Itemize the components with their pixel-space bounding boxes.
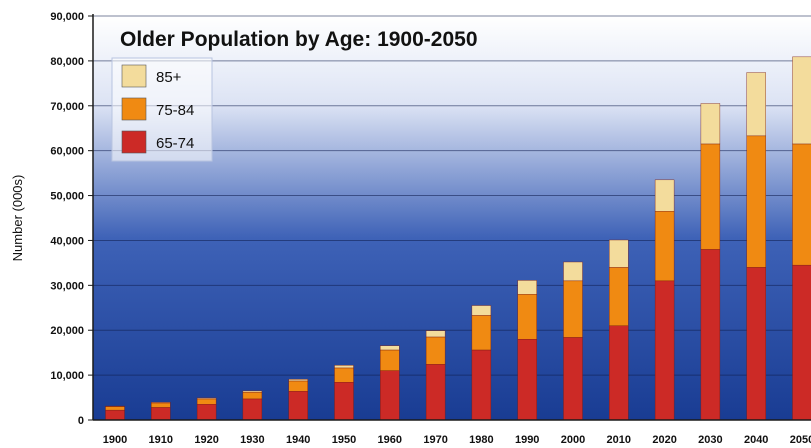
bar-65-74-2030 [700,249,721,421]
bar-85+-2040 [746,72,766,137]
legend-swatch-75-84 [121,97,147,121]
y-tick-labels: 0 10,000 20,000 30,000 40,000 50,000 60,000 70,… [50,11,93,427]
legend-label-85+: 85+ [156,69,182,86]
bar-85+-1990 [517,280,537,295]
y-tick-label: 40,000 [50,235,84,247]
bar-65-74-1970 [425,364,446,421]
bar-65-74-1930 [242,398,263,421]
legend-label-65-74: 65-74 [156,135,194,152]
legend-label-75-84: 75-84 [156,102,194,119]
bar-65-74-2010 [609,325,629,421]
bar-65-74-2050 [792,264,811,421]
bar-85+-1980 [471,305,492,316]
bar-75-84-1960 [380,349,400,371]
y-tick-label: 0 [78,415,84,427]
bar-65-74-1900 [105,409,125,421]
bar-75-84-1970 [425,336,446,365]
y-tick-label: 90,000 [50,11,84,23]
y-tick-label: 50,000 [50,191,84,203]
bar-75-84-2040 [746,135,766,268]
y-tick-label: 10,000 [50,370,84,382]
y-axis-label: Number (000s) [10,175,25,262]
legend: 85+ 75-84 65-74 [111,57,213,162]
x-tick-labels: 1900 1910 1920 1930 1940 1950 1960 1970 1980 1990… [103,434,811,446]
bar-85+-1910 [151,401,171,404]
bar-75-84-1910 [151,402,171,408]
bar-85+-1940 [288,379,308,382]
x-tick-label: 2020 [652,434,676,446]
bar-65-74-2000 [563,337,583,421]
bar-75-84-1990 [517,294,537,340]
x-tick-label: 2040 [744,434,768,446]
x-tick-label: 1970 [423,434,447,446]
bar-75-84-2010 [609,267,629,326]
x-tick-label: 1990 [515,434,539,446]
bar-85+-2010 [609,239,629,268]
bar-65-74-1910 [151,407,171,421]
y-tick-label: 30,000 [50,280,84,292]
y-tick-label: 60,000 [50,146,84,158]
legend-swatch-85+ [121,64,147,88]
bar-85+-2020 [654,179,675,212]
bar-75-84-2000 [563,280,583,338]
bar-65-74-1940 [288,391,308,421]
bar-85+-2030 [700,103,721,145]
x-tick-label: 2010 [607,434,631,446]
x-tick-label: 1900 [103,434,127,446]
bar-65-74-2040 [746,267,766,421]
x-tick-label: 1980 [469,434,493,446]
bar-85+-1960 [380,345,400,351]
bar-75-84-1900 [105,406,125,411]
bar-75-84-2050 [792,143,811,266]
x-tick-label: 2000 [561,434,585,446]
plot-area [93,16,811,420]
bar-65-74-1950 [334,382,354,421]
bars [105,56,811,421]
y-tick-label: 20,000 [50,325,84,337]
bar-75-84-1920 [196,398,217,405]
bar-65-74-1960 [380,370,400,421]
bar-75-84-1950 [334,367,354,383]
x-tick-label: 1930 [240,434,264,446]
bar-75-84-1940 [288,380,308,392]
bar-75-84-2020 [654,211,675,282]
bar-85+-2050 [792,56,811,145]
legend-swatch-65-74 [121,130,147,154]
x-tick-label: 2050 [790,434,811,446]
x-tick-label: 2030 [698,434,722,446]
bar-85+-1920 [196,397,217,400]
chart-title: Older Population by Age: 1900-2050 [120,28,478,51]
x-tick-label: 1910 [149,434,173,446]
x-tick-label: 1920 [194,434,218,446]
bar-75-84-1930 [242,391,263,400]
bar-65-74-1990 [517,339,537,421]
y-tick-label: 70,000 [50,101,84,113]
bar-65-74-1980 [471,349,492,421]
bar-75-84-1980 [471,315,492,351]
bar-85+-1950 [334,365,354,369]
bar-85+-1930 [242,390,263,393]
grid-lines [93,15,811,376]
x-tick-label: 1950 [332,434,356,446]
bar-85+-2000 [563,261,583,282]
bar-75-84-2030 [700,143,721,250]
bar-65-74-1920 [196,404,217,421]
y-tick-label: 80,000 [50,56,84,68]
bar-85+-1970 [425,330,446,338]
axes [92,14,811,421]
x-tick-label: 1940 [286,434,310,446]
bar-65-74-2020 [654,280,675,421]
x-tick-label: 1960 [378,434,402,446]
